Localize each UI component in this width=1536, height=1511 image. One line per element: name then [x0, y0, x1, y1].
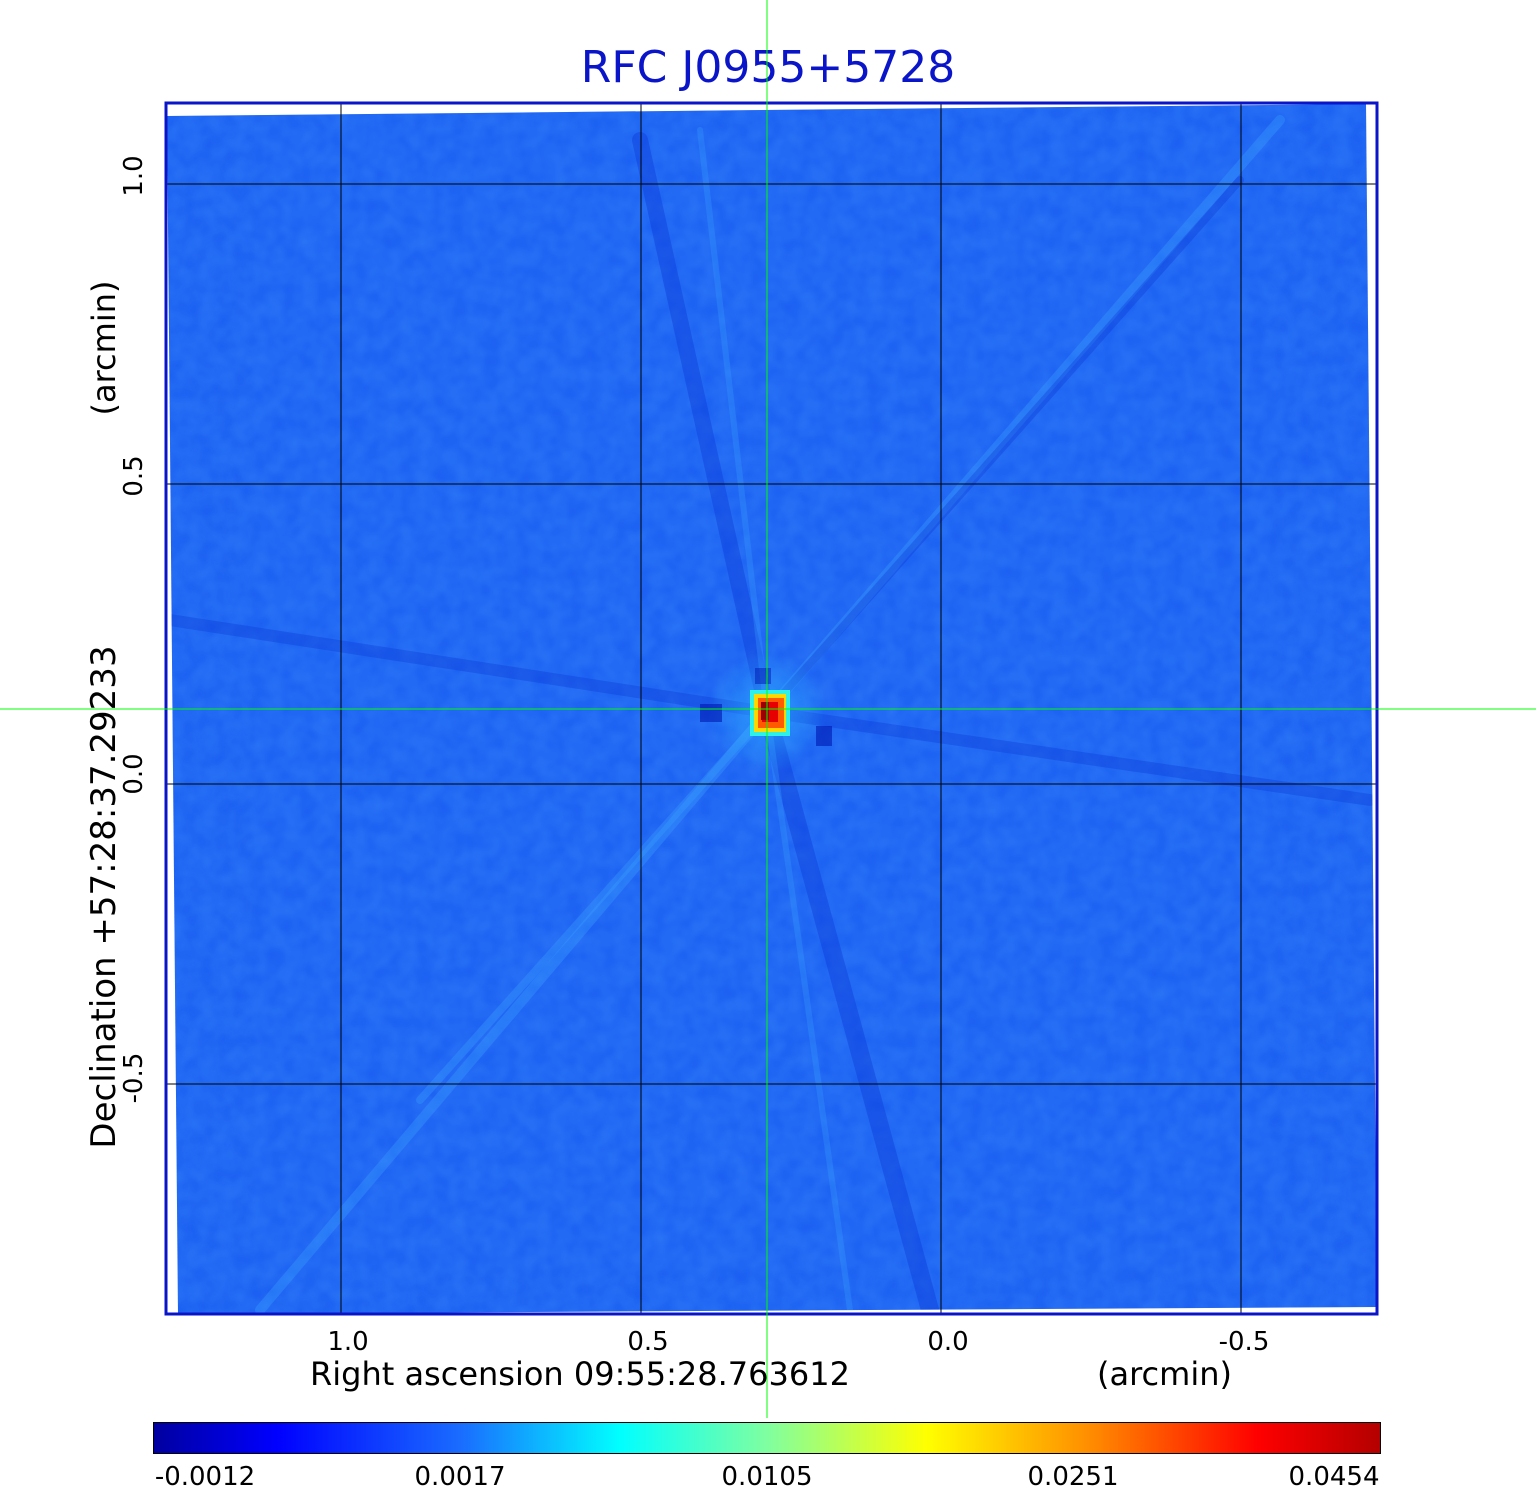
- x-tick-label: 0.5: [627, 1327, 669, 1357]
- colorbar-tick-label: -0.0012: [154, 1462, 256, 1492]
- y-axis-label: Declination +57:28:37.29233: [84, 645, 124, 1149]
- colorbar: [153, 1422, 1381, 1454]
- colorbar-tick-label: 0.0017: [414, 1462, 506, 1492]
- x-tick-label: 1.0: [327, 1327, 369, 1357]
- colorbar-tick-label: 0.0454: [1288, 1462, 1380, 1492]
- sidelobe-pattern: [167, 115, 1376, 1314]
- radio-map: [0, 0, 1536, 1418]
- colorbar-tick-label: 0.0105: [721, 1462, 813, 1492]
- x-axis-label: Right ascension 09:55:28.763612: [310, 1355, 850, 1393]
- map-image: [167, 104, 1377, 1314]
- crosshair: [0, 0, 1536, 1418]
- x-axis-unit: (arcmin): [1097, 1355, 1232, 1393]
- y-tick-label: 1.0: [119, 155, 149, 197]
- x-tick-label: 0.0: [927, 1327, 969, 1357]
- map-title: RFC J0955+5728: [580, 42, 956, 93]
- y-tick-label: 0.5: [119, 455, 149, 497]
- x-tick-label: -0.5: [1218, 1327, 1270, 1357]
- colorbar-tick-label: 0.0251: [1027, 1462, 1119, 1492]
- y-axis-unit: (arcmin): [85, 280, 123, 416]
